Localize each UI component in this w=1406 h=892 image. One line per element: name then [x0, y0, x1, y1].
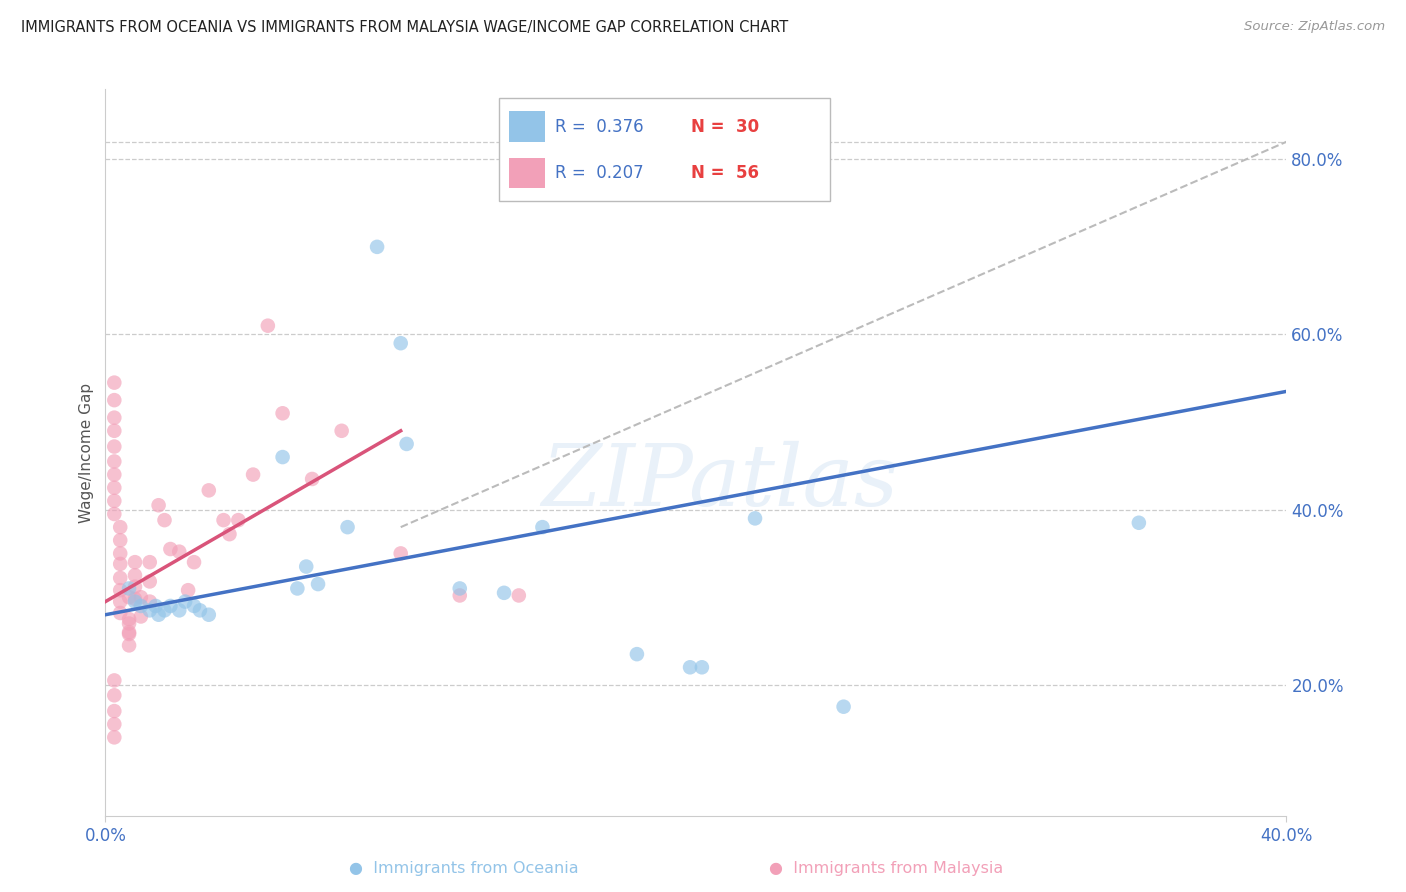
Point	[301, 472, 323, 486]
Point	[177, 583, 200, 598]
Point	[103, 717, 125, 731]
Point	[110, 546, 132, 560]
Point	[118, 616, 141, 631]
Point	[744, 511, 766, 525]
Point	[110, 594, 132, 608]
Point	[271, 450, 294, 464]
Point	[124, 594, 146, 608]
Point	[103, 454, 125, 468]
Point	[271, 406, 294, 420]
Point	[124, 591, 146, 606]
Point	[531, 520, 554, 534]
Point	[118, 582, 141, 596]
Point	[174, 594, 197, 608]
Point	[389, 546, 412, 560]
Point	[110, 520, 132, 534]
Point	[110, 557, 132, 571]
Point	[129, 591, 152, 605]
FancyBboxPatch shape	[499, 98, 830, 201]
Point	[124, 555, 146, 569]
Text: R =  0.207: R = 0.207	[555, 164, 644, 182]
Point	[159, 599, 181, 613]
Point	[118, 625, 141, 640]
Text: R =  0.376: R = 0.376	[555, 118, 644, 136]
Point	[183, 599, 205, 613]
Point	[228, 513, 250, 527]
Text: N =  30: N = 30	[690, 118, 759, 136]
Point	[148, 607, 170, 622]
Point	[103, 440, 125, 454]
Point	[145, 599, 167, 613]
Point	[124, 568, 146, 582]
Point	[138, 603, 162, 617]
Point	[197, 607, 221, 622]
Text: N =  56: N = 56	[690, 164, 759, 182]
Point	[110, 606, 132, 620]
Point	[1128, 516, 1150, 530]
Point	[118, 612, 141, 626]
FancyBboxPatch shape	[509, 112, 546, 142]
Point	[129, 609, 152, 624]
Point	[287, 582, 309, 596]
Point	[110, 571, 132, 585]
Point	[197, 483, 221, 498]
Point	[690, 660, 713, 674]
FancyBboxPatch shape	[509, 158, 546, 188]
Point	[295, 559, 318, 574]
Point	[138, 594, 162, 608]
Text: ZIPatlas: ZIPatlas	[541, 441, 898, 523]
Point	[212, 513, 235, 527]
Point	[103, 704, 125, 718]
Point	[103, 410, 125, 425]
Text: IMMIGRANTS FROM OCEANIA VS IMMIGRANTS FROM MALAYSIA WAGE/INCOME GAP CORRELATION : IMMIGRANTS FROM OCEANIA VS IMMIGRANTS FR…	[21, 20, 789, 35]
Point	[153, 513, 176, 527]
Point	[103, 376, 125, 390]
Point	[395, 437, 418, 451]
Point	[832, 699, 855, 714]
Point	[330, 424, 353, 438]
Point	[153, 603, 176, 617]
Text: ●  Immigrants from Oceania: ● Immigrants from Oceania	[349, 861, 579, 876]
Point	[188, 603, 211, 617]
Point	[138, 574, 162, 589]
Point	[336, 520, 359, 534]
Point	[118, 639, 141, 653]
Point	[103, 481, 125, 495]
Point	[366, 240, 388, 254]
Point	[129, 599, 152, 613]
Point	[138, 555, 162, 569]
Point	[626, 647, 648, 661]
Point	[103, 731, 125, 745]
Point	[508, 589, 530, 603]
Point	[183, 555, 205, 569]
Point	[307, 577, 329, 591]
Point	[103, 393, 125, 408]
Point	[449, 582, 471, 596]
Point	[257, 318, 280, 333]
Point	[110, 533, 132, 548]
Point	[389, 336, 412, 351]
Point	[103, 507, 125, 521]
Point	[110, 583, 132, 598]
Point	[169, 544, 191, 558]
Point	[103, 467, 125, 482]
Y-axis label: Wage/Income Gap: Wage/Income Gap	[79, 383, 94, 523]
Point	[103, 688, 125, 702]
Text: Source: ZipAtlas.com: Source: ZipAtlas.com	[1244, 20, 1385, 33]
Point	[679, 660, 702, 674]
Point	[494, 586, 516, 600]
Point	[118, 591, 141, 605]
Point	[124, 580, 146, 594]
Point	[103, 673, 125, 688]
Point	[218, 527, 240, 541]
Point	[148, 498, 170, 512]
Text: ●  Immigrants from Malaysia: ● Immigrants from Malaysia	[769, 861, 1002, 876]
Point	[449, 589, 471, 603]
Point	[159, 542, 181, 557]
Point	[103, 494, 125, 508]
Point	[103, 424, 125, 438]
Point	[242, 467, 264, 482]
Point	[118, 627, 141, 641]
Point	[169, 603, 191, 617]
